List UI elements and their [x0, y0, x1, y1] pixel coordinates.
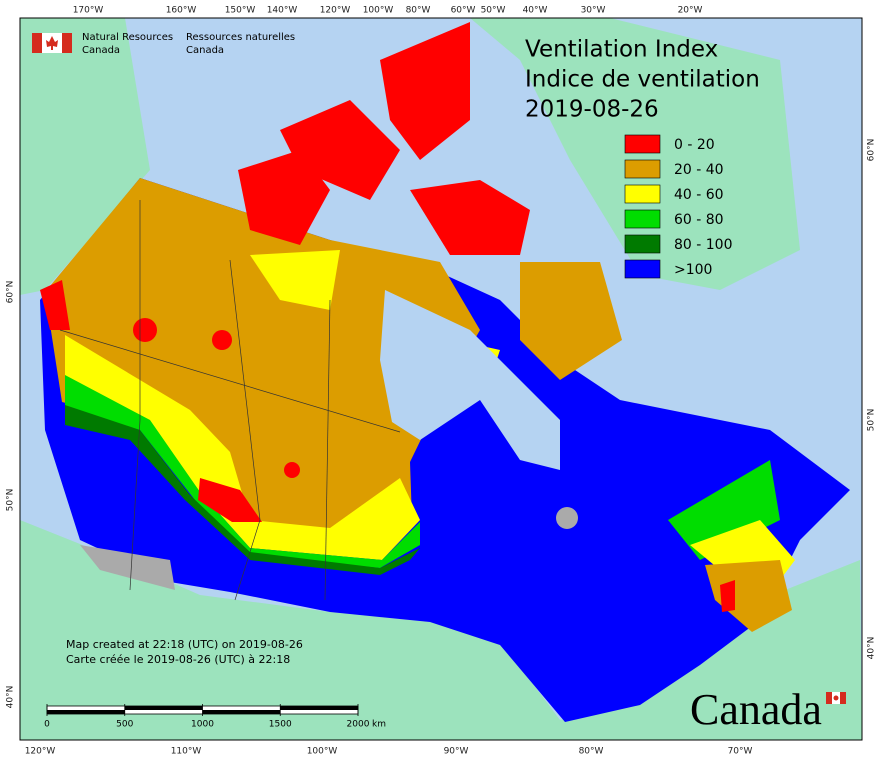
greenland [470, 18, 800, 290]
region-fill [280, 100, 400, 200]
legend-swatch [624, 209, 661, 229]
alaska [20, 18, 150, 295]
region-fill [520, 262, 622, 380]
scale-segment [280, 706, 358, 710]
longitude-label: 30°W [581, 6, 606, 16]
legend-label: 0 - 20 [674, 137, 715, 153]
longitude-label: 70°W [728, 747, 753, 757]
region-fill [45, 178, 480, 540]
region-fill [720, 580, 735, 612]
flag-bar [32, 33, 42, 53]
region-fill [410, 180, 530, 255]
region-fill [380, 22, 470, 160]
longitude-label: 100°W [363, 6, 394, 16]
flag-bar [62, 33, 72, 53]
united-states [20, 520, 862, 740]
title: Indice de ventilation [525, 67, 760, 93]
latitude-label: 60°N [867, 139, 877, 162]
border [59, 329, 401, 433]
region-fill [65, 375, 420, 568]
lake [556, 507, 578, 529]
map-frame [19, 17, 863, 741]
border [129, 200, 141, 591]
longitude-label: 110°W [171, 747, 202, 757]
note: Carte créée le 2019-08-26 (UTC) à 22:18 [66, 653, 290, 666]
scale-segment [124, 706, 203, 710]
longitude-label: 160°W [166, 6, 197, 16]
latitude-label: 40°N [867, 637, 877, 660]
legend-swatch [624, 234, 661, 254]
legend-swatch [624, 159, 661, 179]
legend-label: 20 - 40 [674, 162, 724, 178]
region-fill [212, 330, 232, 350]
longitude-label: 100°W [307, 747, 338, 757]
longitude-label: 90°W [444, 747, 469, 757]
longitude-label: 80°W [406, 6, 431, 16]
scale-label: 0 [44, 720, 50, 730]
legend-label: >100 [674, 262, 712, 278]
scale-label: 2000 [347, 720, 370, 730]
region-fill [198, 478, 262, 522]
legend-label: 80 - 100 [674, 237, 733, 253]
longitude-label: 80°W [579, 747, 604, 757]
latitude-label: 50°N [867, 409, 877, 432]
wordmark: Canada [690, 685, 822, 734]
flag-bar [840, 692, 846, 704]
province-borders [59, 200, 401, 601]
region-fill [284, 462, 300, 478]
latitude-label: 50°N [6, 489, 16, 512]
agency-fr: Ressources naturelles [186, 32, 295, 43]
longitude-label: 140°W [267, 6, 298, 16]
legend-label: 40 - 60 [674, 187, 724, 203]
scale-label: 500 [116, 720, 133, 730]
region-fill [133, 318, 157, 342]
region-fill [65, 335, 420, 560]
region-fill [238, 150, 330, 245]
latitude-label: 40°N [6, 686, 16, 709]
scale-label: 1000 [191, 720, 214, 730]
wordmark-flag [826, 692, 846, 704]
longitude-label: 40°W [523, 6, 548, 16]
no-data-area [80, 545, 175, 590]
region-fill [668, 460, 780, 560]
maple-leaf [833, 695, 839, 701]
longitude-label: 50°W [481, 6, 506, 16]
flag-bar [826, 692, 832, 704]
scale-segment [47, 710, 125, 714]
longitude-label: 20°W [678, 6, 703, 16]
longitude-label: 60°W [451, 6, 476, 16]
border [229, 259, 261, 601]
latitude-label: 60°N [6, 281, 16, 304]
agency-fr: Canada [186, 45, 224, 56]
region-fill [40, 280, 70, 330]
scale-label: 1500 [269, 720, 292, 730]
agency-en: Canada [82, 45, 120, 56]
note: Map created at 22:18 (UTC) on 2019-08-26 [66, 638, 303, 651]
region-fill [65, 405, 420, 575]
legend-swatch [624, 184, 661, 204]
maple-leaf [46, 36, 58, 50]
title-date: 2019-08-26 [525, 97, 659, 123]
scale-unit: km [372, 720, 386, 730]
hudson-bay [380, 290, 560, 470]
agency-en: Natural Resources [82, 32, 173, 43]
border [324, 299, 331, 601]
legend-swatch [624, 259, 661, 279]
longitude-label: 120°W [320, 6, 351, 16]
region-fill [250, 250, 340, 310]
map-canvas [19, 17, 863, 741]
legend-swatch [624, 134, 661, 154]
region-fill [705, 560, 792, 632]
longitude-label: 120°W [25, 747, 56, 757]
longitude-label: 170°W [73, 6, 104, 16]
scale-segment [202, 710, 281, 714]
longitude-label: 150°W [225, 6, 256, 16]
title: Ventilation Index [525, 37, 718, 63]
legend-label: 60 - 80 [674, 212, 724, 228]
agency-logo [32, 33, 72, 53]
